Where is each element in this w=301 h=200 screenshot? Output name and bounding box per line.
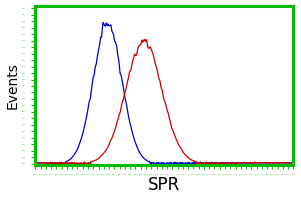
Y-axis label: Events: Events: [5, 62, 20, 109]
X-axis label: SPR: SPR: [148, 176, 181, 194]
